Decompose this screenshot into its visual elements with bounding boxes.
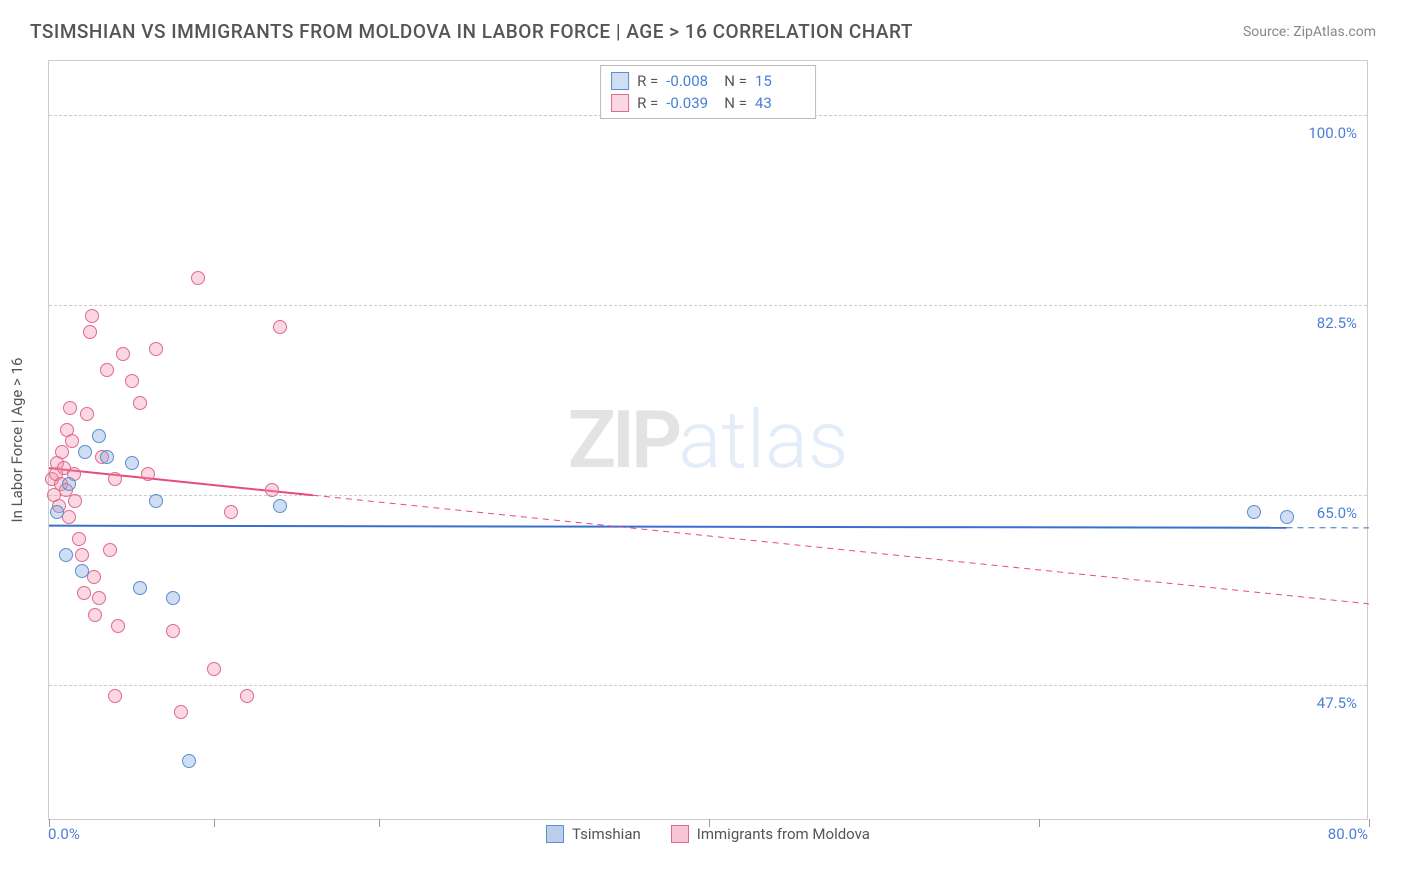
source-attribution: Source: ZipAtlas.com bbox=[1243, 24, 1376, 40]
data-point bbox=[116, 347, 130, 361]
data-point bbox=[240, 689, 254, 703]
legend-swatch-blue bbox=[611, 72, 629, 90]
data-point bbox=[80, 407, 94, 421]
data-point bbox=[149, 342, 163, 356]
data-point bbox=[62, 477, 76, 491]
data-point bbox=[72, 532, 86, 546]
data-point bbox=[65, 434, 79, 448]
data-point bbox=[182, 754, 196, 768]
data-point bbox=[63, 401, 77, 415]
series-legend: Tsimshian Immigrants from Moldova bbox=[48, 825, 1368, 843]
data-point bbox=[103, 543, 117, 557]
x-tick bbox=[1369, 819, 1370, 827]
data-point bbox=[55, 445, 69, 459]
data-point bbox=[75, 548, 89, 562]
data-point bbox=[100, 363, 114, 377]
r-value-2: -0.039 bbox=[666, 94, 716, 112]
data-point bbox=[125, 456, 139, 470]
legend-swatch-pink-icon bbox=[671, 825, 689, 843]
data-point bbox=[133, 396, 147, 410]
chart-title: TSIMSHIAN VS IMMIGRANTS FROM MOLDOVA IN … bbox=[30, 20, 913, 43]
legend-label: Tsimshian bbox=[572, 825, 641, 843]
legend-label: Immigrants from Moldova bbox=[697, 825, 870, 843]
data-point bbox=[78, 445, 92, 459]
data-point bbox=[75, 564, 89, 578]
legend-row-moldova: R = -0.039 N = 43 bbox=[611, 92, 805, 114]
y-axis-label: In Labor Force | Age > 16 bbox=[8, 358, 26, 523]
correlation-legend: R = -0.008 N = 15 R = -0.039 N = 43 bbox=[600, 65, 816, 119]
data-point bbox=[92, 429, 106, 443]
data-point bbox=[174, 705, 188, 719]
data-point bbox=[85, 309, 99, 323]
data-point bbox=[108, 689, 122, 703]
data-point bbox=[1280, 510, 1294, 524]
data-point bbox=[133, 581, 147, 595]
legend-row-tsimshian: R = -0.008 N = 15 bbox=[611, 70, 805, 92]
data-point bbox=[224, 505, 238, 519]
data-point bbox=[149, 494, 163, 508]
data-point bbox=[88, 608, 102, 622]
legend-swatch-blue-icon bbox=[546, 825, 564, 843]
n-value-1: 15 bbox=[755, 72, 805, 90]
legend-swatch-pink bbox=[611, 94, 629, 112]
r-value-1: -0.008 bbox=[666, 72, 716, 90]
legend-item-tsimshian: Tsimshian bbox=[546, 825, 641, 843]
data-point bbox=[265, 483, 279, 497]
data-point bbox=[207, 662, 221, 676]
data-point bbox=[191, 271, 205, 285]
data-point bbox=[141, 467, 155, 481]
data-point bbox=[166, 624, 180, 638]
data-point bbox=[50, 505, 64, 519]
data-point bbox=[100, 450, 114, 464]
data-point bbox=[125, 374, 139, 388]
data-point bbox=[273, 320, 287, 334]
n-value-2: 43 bbox=[755, 94, 805, 112]
data-point bbox=[1247, 505, 1261, 519]
data-point bbox=[166, 591, 180, 605]
data-point bbox=[108, 472, 122, 486]
data-point bbox=[68, 494, 82, 508]
data-point bbox=[59, 548, 73, 562]
data-point bbox=[273, 499, 287, 513]
data-point bbox=[92, 591, 106, 605]
legend-item-moldova: Immigrants from Moldova bbox=[671, 825, 870, 843]
data-point bbox=[111, 619, 125, 633]
data-point bbox=[83, 325, 97, 339]
data-point bbox=[77, 586, 91, 600]
chart-plot-area: In Labor Force | Age > 16 47.5%65.0%82.5… bbox=[48, 60, 1368, 820]
